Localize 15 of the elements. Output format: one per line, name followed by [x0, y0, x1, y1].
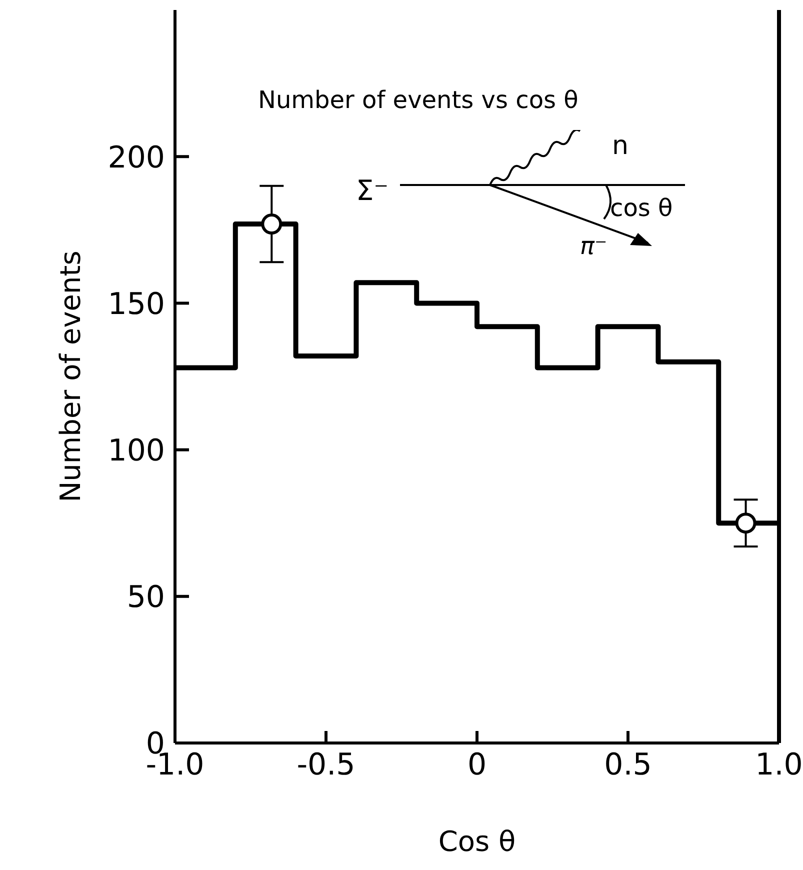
annotation: cos θ	[610, 194, 673, 222]
y-tick-label: 100	[108, 433, 165, 468]
annotation: Σ⁻	[356, 174, 388, 207]
x-tick-label: 0.5	[604, 747, 652, 782]
x-tick-label: 1.0	[755, 747, 803, 782]
annotation: n	[612, 131, 628, 161]
y-tick-label: 200	[108, 140, 165, 176]
x-tick-label: -0.5	[296, 747, 356, 782]
x-tick-label: 0	[467, 747, 487, 782]
text: Number of events vs cos θ	[258, 86, 578, 114]
y-tick-label: 50	[126, 580, 165, 616]
y-axis-title: Number of events	[54, 250, 87, 502]
x-axis-title: Cos θ	[438, 825, 516, 858]
y-tick-label: 150	[108, 286, 165, 322]
annotation: π⁻	[580, 232, 608, 260]
